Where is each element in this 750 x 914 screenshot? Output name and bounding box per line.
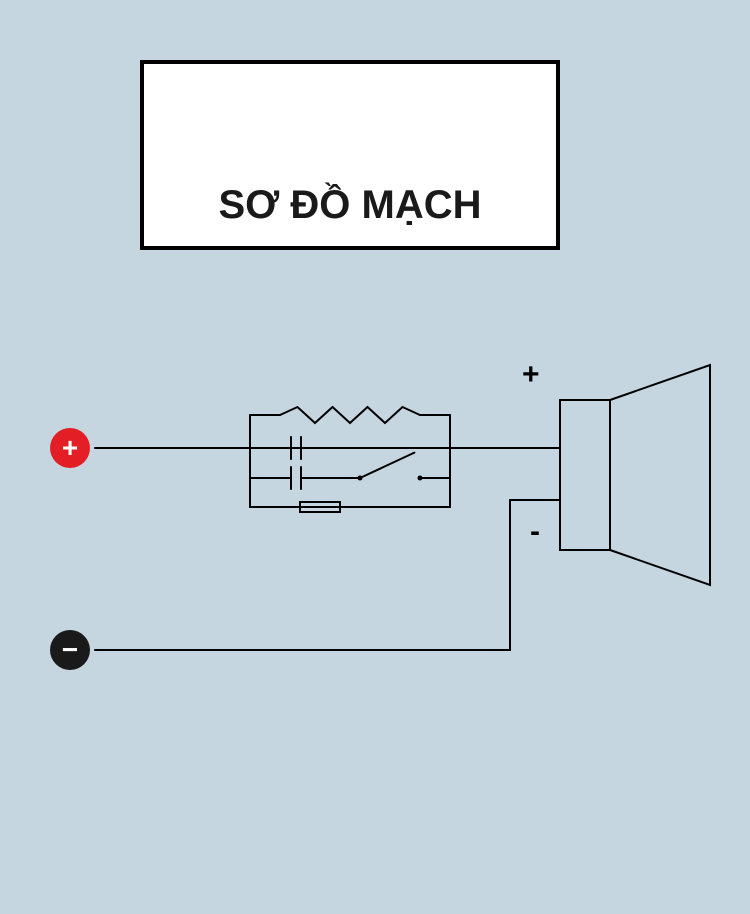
circuit-svg xyxy=(0,0,750,914)
